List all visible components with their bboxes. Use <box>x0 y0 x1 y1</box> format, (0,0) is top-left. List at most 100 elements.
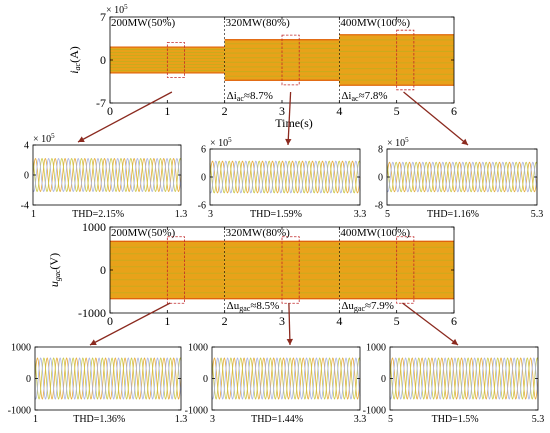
x-tick-label: 5 <box>394 104 400 118</box>
delta-value: ≈7.8% <box>359 90 388 102</box>
ugac-overview-delta-annotation-1: Δugac≈8.5% <box>227 300 280 313</box>
ugac-overview-zoom-window-2 <box>281 236 300 304</box>
ylabel-subscript: gac <box>53 269 62 281</box>
arrowhead <box>285 138 292 145</box>
delta-prefix: Δu <box>227 300 240 312</box>
y-tick-label: 0 <box>100 263 106 277</box>
ugac-zoom-3-phase-trace-1 <box>389 357 539 400</box>
ylabel-unit: (A) <box>67 46 81 63</box>
exponent-base: × 10 <box>106 5 124 16</box>
iac-overview-delta-annotation-1: Δiac≈8.7% <box>227 90 273 103</box>
iac-zoom-1-phase-trace-1 <box>32 157 182 193</box>
iac-arrow-2 <box>285 91 292 146</box>
iac-zoom-1-phase-trace-3 <box>32 157 182 193</box>
exponent-power: 5 <box>228 136 232 144</box>
ugac-zoom-1-phase-trace-1 <box>34 357 182 400</box>
x-tick-label: 4 <box>336 104 342 118</box>
exponent-base: × 10 <box>387 138 405 149</box>
y-tick-label: 1000 <box>188 343 208 354</box>
iac-zoom-3-phase-trace-3 <box>386 161 538 193</box>
iac-zoom-3-phase-trace-1 <box>386 161 538 193</box>
arrowhead <box>90 339 97 346</box>
ugac-zoom-1-phase-trace-2 <box>34 357 182 400</box>
x-tick-label: 5 <box>388 414 393 425</box>
arrowhead <box>78 136 85 143</box>
x-tick-label: 1 <box>164 104 170 118</box>
iac-zoom-3-thd-label: THD=1.16% <box>427 209 479 220</box>
iac-overview-x-axis-label: Time(s) <box>275 116 313 130</box>
x-tick-label: 5.3 <box>531 209 544 220</box>
x-tick-label: 1.3 <box>175 414 188 425</box>
x-tick-label: 1.3 <box>175 209 188 220</box>
ugac-overview-y-axis-label: ugac(V) <box>47 253 62 287</box>
iac-zoom-1-exponent-label: × 105 <box>33 132 55 145</box>
ugac-zoom-2-thd-label: THD=1.44% <box>251 414 303 425</box>
y-tick-label: 0 <box>26 374 31 385</box>
iac-arrow-1 <box>77 91 173 143</box>
arrowhead <box>286 338 294 345</box>
arrowhead <box>461 138 468 145</box>
y-tick-label: 0 <box>201 173 206 184</box>
delta-value: ≈8.7% <box>244 90 273 102</box>
ugac-zoom-3-phase-trace-2 <box>389 357 539 400</box>
x-tick-label: 1 <box>31 209 36 220</box>
ugac-overview-delta-annotation-2: Δugac≈7.9% <box>341 300 394 313</box>
iac-overview-y-axis-label: iac(A) <box>67 46 82 74</box>
delta-prefix: Δi <box>341 90 351 102</box>
y-tick-label: 6 <box>201 145 206 156</box>
delta-subscript: ac <box>237 94 245 103</box>
ugac-overview-segment-label-1: 200MW(50%) <box>111 227 175 239</box>
exponent-power: 5 <box>51 132 55 140</box>
ugac-zoom-2-phase-trace-1 <box>211 357 361 400</box>
x-tick-label: 1 <box>164 314 170 328</box>
arrow-shaft <box>403 91 469 146</box>
ylabel-subscript: ac <box>73 62 82 70</box>
delta-prefix: Δi <box>227 90 237 102</box>
y-tick-label: 0 <box>100 53 106 67</box>
x-tick-label: 3 <box>279 104 285 118</box>
ugac-overview-zoom-window-3 <box>396 236 415 304</box>
x-tick-label: 5 <box>394 314 400 328</box>
ugac-zoom-3-thd-label: THD=1.5% <box>432 414 479 425</box>
y-tick-label: 0 <box>203 374 208 385</box>
iac-zoom-1-thd-label: THD=2.15% <box>72 209 124 220</box>
ylabel-main: u <box>47 281 61 287</box>
ugac-overview-zoom-window-1 <box>166 236 185 304</box>
ugac-arrow-3 <box>402 302 459 346</box>
iac-zoom-2-phase-trace-1 <box>209 160 361 194</box>
iac-zoom-2-thd-label: THD=1.59% <box>250 209 302 220</box>
iac-overview-delta-annotation-2: Δiac≈7.8% <box>341 90 387 103</box>
y-tick-label: 1000 <box>11 343 31 354</box>
y-tick-label: -1000 <box>363 406 386 417</box>
x-tick-label: 2 <box>222 104 228 118</box>
arrow-shaft <box>77 91 173 143</box>
x-tick-label: 4 <box>336 314 342 328</box>
ugac-zoom-1-thd-label: THD=1.36% <box>73 414 125 425</box>
delta-prefix: Δu <box>341 300 354 312</box>
delta-value: ≈8.5% <box>250 300 279 312</box>
iac-overview-zoom-window-1 <box>166 42 185 78</box>
y-tick-label: 1000 <box>366 343 386 354</box>
iac-zoom-3-exponent-label: × 105 <box>387 136 409 149</box>
delta-subscript: gac <box>239 304 251 313</box>
x-tick-label: 3 <box>279 314 285 328</box>
iac-arrow-3 <box>403 91 469 146</box>
iac-overview-exponent-label: × 105 <box>106 3 128 16</box>
exponent-power: 5 <box>405 136 409 144</box>
arrow-shaft <box>402 302 459 346</box>
iac-zoom-1-plot: 4 0 -41 1.3 THD=2.15% × 105 <box>21 132 188 220</box>
x-tick-label: 5.3 <box>532 414 545 425</box>
x-tick-label: 0 <box>107 314 113 328</box>
y-tick-label: 1000 <box>82 220 106 234</box>
x-tick-label: 5 <box>385 209 390 220</box>
ugac-arrow-1 <box>89 302 171 346</box>
iac-zoom-2-exponent-label: × 105 <box>210 136 232 149</box>
iac-overview-zoom-window-2 <box>281 34 300 86</box>
x-tick-label: 3 <box>208 209 213 220</box>
iac-zoom-1-phase-trace-2 <box>32 157 182 193</box>
y-tick-label: -8 <box>375 201 383 212</box>
